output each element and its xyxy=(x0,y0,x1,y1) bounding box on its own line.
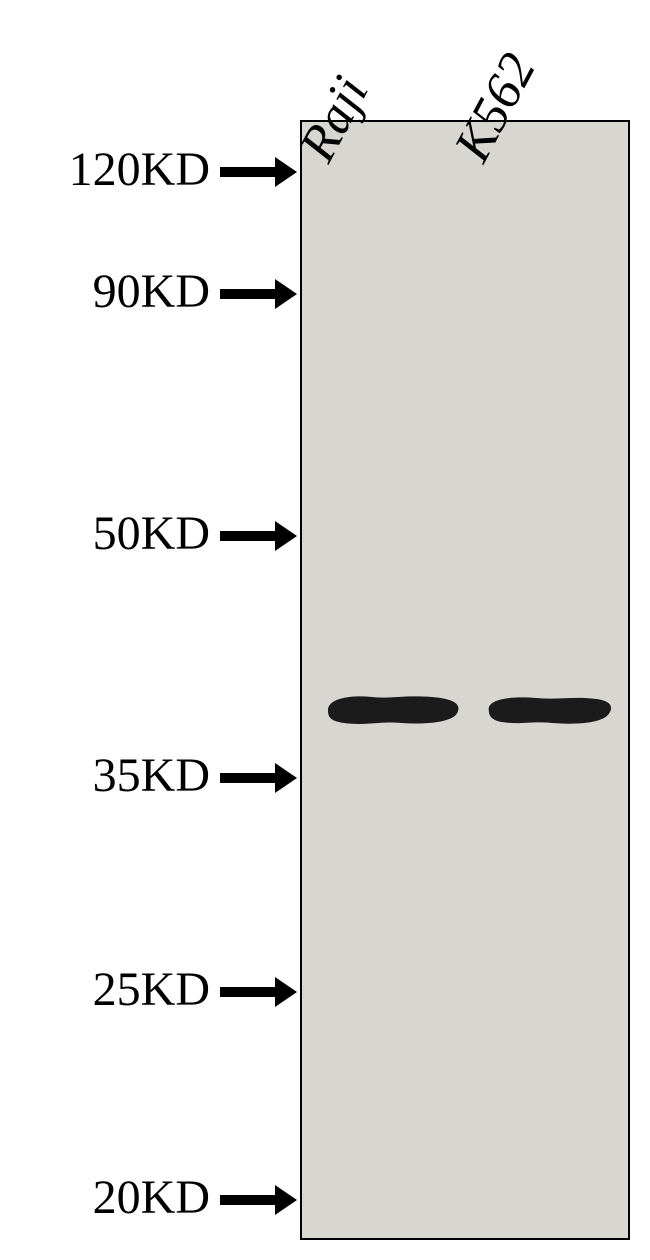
marker-arrow-25kd xyxy=(220,987,275,997)
marker-label-20kd: 20KD xyxy=(0,1170,210,1225)
marker-arrowhead-120kd xyxy=(275,157,297,187)
marker-arrowhead-50kd xyxy=(275,521,297,551)
marker-arrowhead-25kd xyxy=(275,977,297,1007)
marker-arrowhead-20kd xyxy=(275,1185,297,1215)
marker-arrow-120kd xyxy=(220,167,275,177)
marker-arrow-50kd xyxy=(220,531,275,541)
marker-arrow-35kd xyxy=(220,773,275,783)
marker-label-50kd: 50KD xyxy=(0,506,210,561)
marker-label-90kd: 90KD xyxy=(0,264,210,319)
band-k562 xyxy=(485,693,615,727)
marker-label-25kd: 25KD xyxy=(0,962,210,1017)
marker-arrowhead-35kd xyxy=(275,763,297,793)
blot-membrane xyxy=(300,120,630,1240)
marker-arrowhead-90kd xyxy=(275,279,297,309)
marker-arrow-90kd xyxy=(220,289,275,299)
band-raji xyxy=(322,693,462,727)
western-blot-figure: Raji K562 120KD 90KD 50KD 35KD 25KD 20KD xyxy=(0,0,650,1260)
marker-label-120kd: 120KD xyxy=(0,142,210,197)
marker-arrow-20kd xyxy=(220,1195,275,1205)
marker-label-35kd: 35KD xyxy=(0,748,210,803)
